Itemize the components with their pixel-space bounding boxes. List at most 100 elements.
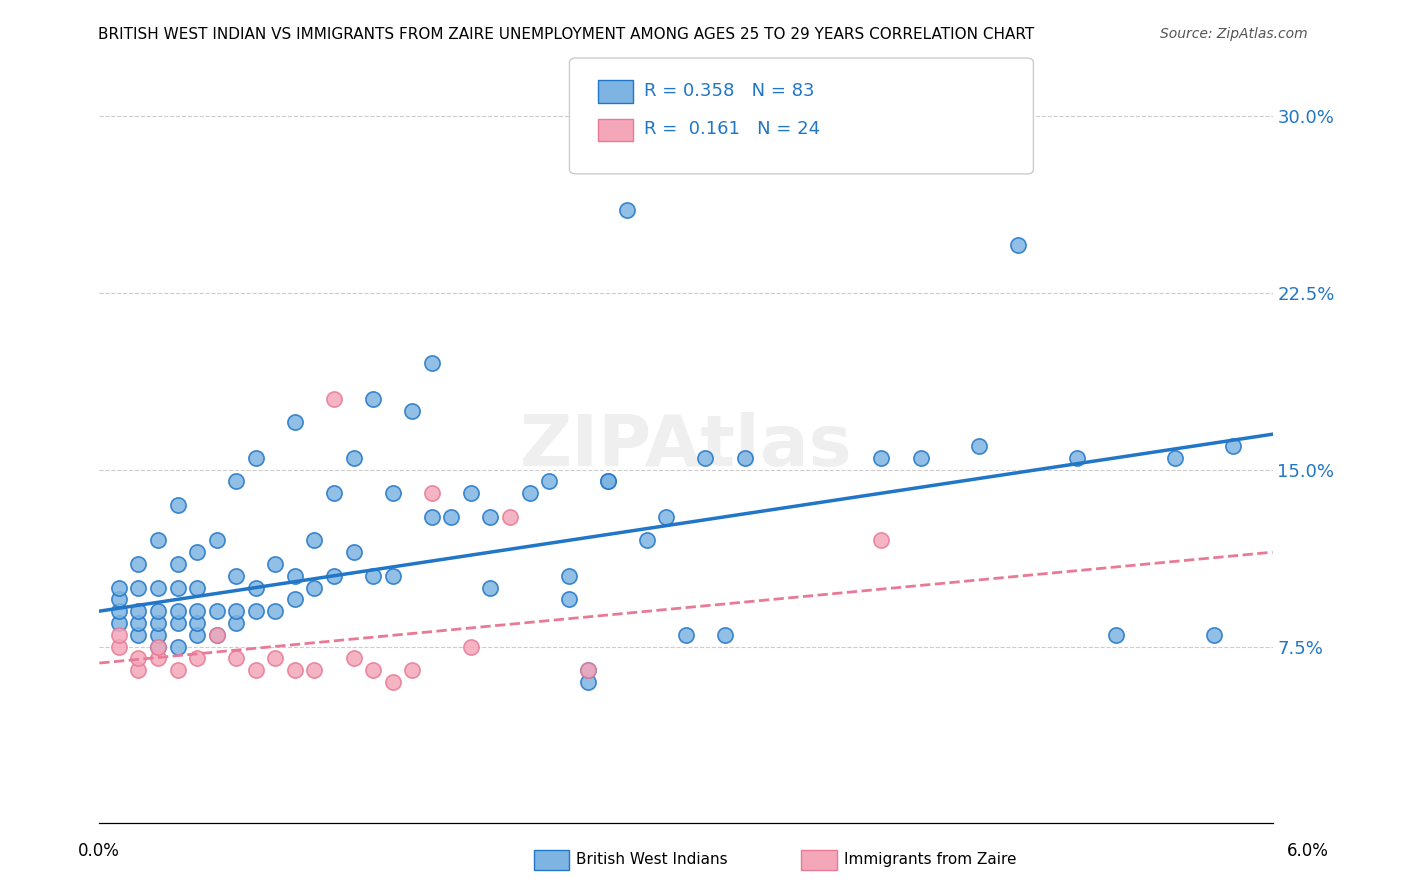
Point <box>401 663 423 677</box>
Point <box>499 509 522 524</box>
Point <box>361 663 384 677</box>
Point <box>401 403 423 417</box>
Point <box>576 663 599 677</box>
Point <box>146 628 169 642</box>
Point <box>1007 238 1029 252</box>
Point <box>166 604 188 618</box>
Point <box>967 439 990 453</box>
Point <box>420 509 443 524</box>
Point <box>108 604 131 618</box>
Point <box>381 486 404 500</box>
Point <box>146 615 169 630</box>
Text: R =  0.161   N = 24: R = 0.161 N = 24 <box>644 120 820 138</box>
Point <box>323 486 346 500</box>
Point <box>557 592 579 607</box>
Point <box>245 604 267 618</box>
Point <box>519 486 541 500</box>
Point <box>225 615 247 630</box>
Point <box>479 509 502 524</box>
Point <box>166 640 188 654</box>
Text: Source: ZipAtlas.com: Source: ZipAtlas.com <box>1160 27 1308 41</box>
Point <box>186 604 208 618</box>
Point <box>127 615 149 630</box>
Point <box>127 628 149 642</box>
Point <box>146 533 169 548</box>
Point <box>695 450 717 465</box>
Point <box>108 640 131 654</box>
Text: R = 0.358   N = 83: R = 0.358 N = 83 <box>644 82 814 100</box>
Point <box>1222 439 1244 453</box>
Point <box>772 144 794 158</box>
Point <box>264 651 287 665</box>
Point <box>596 475 619 489</box>
Point <box>146 581 169 595</box>
Point <box>225 604 247 618</box>
Point <box>870 450 893 465</box>
Point <box>655 509 678 524</box>
Point <box>166 581 188 595</box>
Point <box>245 581 267 595</box>
Point <box>166 615 188 630</box>
Point <box>616 203 638 218</box>
Point <box>284 663 307 677</box>
Point <box>108 615 131 630</box>
Point <box>205 628 228 642</box>
Point <box>304 581 326 595</box>
Text: British West Indians: British West Indians <box>576 853 728 867</box>
Point <box>108 628 131 642</box>
Point <box>146 604 169 618</box>
Point <box>538 475 561 489</box>
Point <box>146 651 169 665</box>
Point <box>460 640 482 654</box>
Point <box>1164 450 1187 465</box>
Point <box>146 640 169 654</box>
Point <box>127 651 149 665</box>
Point <box>304 663 326 677</box>
Point <box>205 533 228 548</box>
Point <box>323 392 346 406</box>
Point <box>420 486 443 500</box>
Point <box>636 533 658 548</box>
Point <box>361 392 384 406</box>
Point <box>166 498 188 512</box>
Point <box>127 604 149 618</box>
Point <box>284 416 307 430</box>
Point <box>127 663 149 677</box>
Point <box>186 545 208 559</box>
Point <box>557 568 579 582</box>
Point <box>186 615 208 630</box>
Point <box>225 651 247 665</box>
Point <box>342 545 364 559</box>
Point <box>381 568 404 582</box>
Point <box>714 628 737 642</box>
Point <box>186 581 208 595</box>
Point <box>460 486 482 500</box>
Point <box>205 628 228 642</box>
Point <box>245 450 267 465</box>
Point <box>166 557 188 571</box>
Point <box>1105 628 1128 642</box>
Point <box>870 533 893 548</box>
Text: BRITISH WEST INDIAN VS IMMIGRANTS FROM ZAIRE UNEMPLOYMENT AMONG AGES 25 TO 29 YE: BRITISH WEST INDIAN VS IMMIGRANTS FROM Z… <box>98 27 1035 42</box>
Point <box>440 509 463 524</box>
Point <box>576 674 599 689</box>
Point <box>734 450 756 465</box>
Point <box>910 450 932 465</box>
Point <box>479 581 502 595</box>
Point <box>284 592 307 607</box>
Point <box>304 533 326 548</box>
Point <box>1202 628 1225 642</box>
Point <box>127 581 149 595</box>
Point <box>284 568 307 582</box>
Point <box>146 640 169 654</box>
Point <box>264 604 287 618</box>
Text: 6.0%: 6.0% <box>1286 842 1329 860</box>
Point <box>361 568 384 582</box>
Point <box>596 475 619 489</box>
Point <box>108 581 131 595</box>
Point <box>166 663 188 677</box>
Point <box>342 450 364 465</box>
Point <box>108 592 131 607</box>
Point <box>675 628 697 642</box>
Point <box>381 674 404 689</box>
